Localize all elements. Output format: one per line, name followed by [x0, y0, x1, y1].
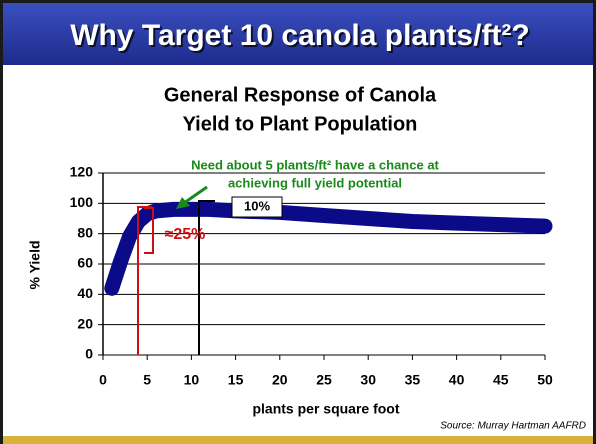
arrow-shaft [183, 185, 208, 205]
reference-line [198, 200, 215, 355]
y-tick-label: 20 [77, 315, 93, 331]
chart-title: General Response of Canola [164, 84, 437, 106]
bracket [144, 207, 154, 254]
x-tick-label: 30 [360, 372, 376, 388]
footer-strip [3, 436, 593, 444]
x-tick-label: 35 [405, 372, 421, 388]
yield-band [104, 201, 553, 296]
y-tick-label: 40 [77, 285, 93, 301]
annotation: achieving full yield potential [228, 175, 402, 190]
y-tick-label: 80 [77, 224, 93, 240]
label-box [231, 196, 283, 218]
source-note: Source: Murray Hartman AAFRD [440, 421, 586, 432]
y-tick-label: 0 [85, 346, 93, 362]
x-tick-label: 20 [272, 372, 288, 388]
y-axis-label: % Yield [27, 240, 43, 289]
x-tick-label: 0 [99, 372, 107, 388]
x-tick-label: 10 [184, 372, 200, 388]
x-axis-label: plants per square foot [252, 401, 399, 417]
x-tick-label: 15 [228, 372, 244, 388]
header-title: Why Target 10 canola plants/ft²? [70, 19, 530, 52]
annotation: ≈25% [165, 226, 206, 243]
header-title-shadow: Why Target 10 canola plants/ft²? [72, 21, 532, 54]
y-tick-label: 100 [70, 194, 94, 210]
y-tick-label: 60 [77, 255, 93, 271]
header-band [3, 3, 593, 65]
x-tick-label: 25 [316, 372, 332, 388]
x-tick-label: 45 [493, 372, 509, 388]
x-tick-label: 5 [143, 372, 151, 388]
arrow-head [176, 197, 190, 209]
y-tick-label: 120 [70, 164, 94, 180]
annotation: 10% [244, 198, 270, 213]
chart-title: Yield to Plant Population [183, 113, 418, 135]
annotation: Need about 5 plants/ft² have a chance at [191, 157, 439, 172]
x-tick-label: 50 [537, 372, 553, 388]
plot: 0 20 40 60 80 100 120 0 5 10 15 20 25 30 35 40 45 50 [70, 164, 553, 388]
x-tick-label: 40 [449, 372, 465, 388]
